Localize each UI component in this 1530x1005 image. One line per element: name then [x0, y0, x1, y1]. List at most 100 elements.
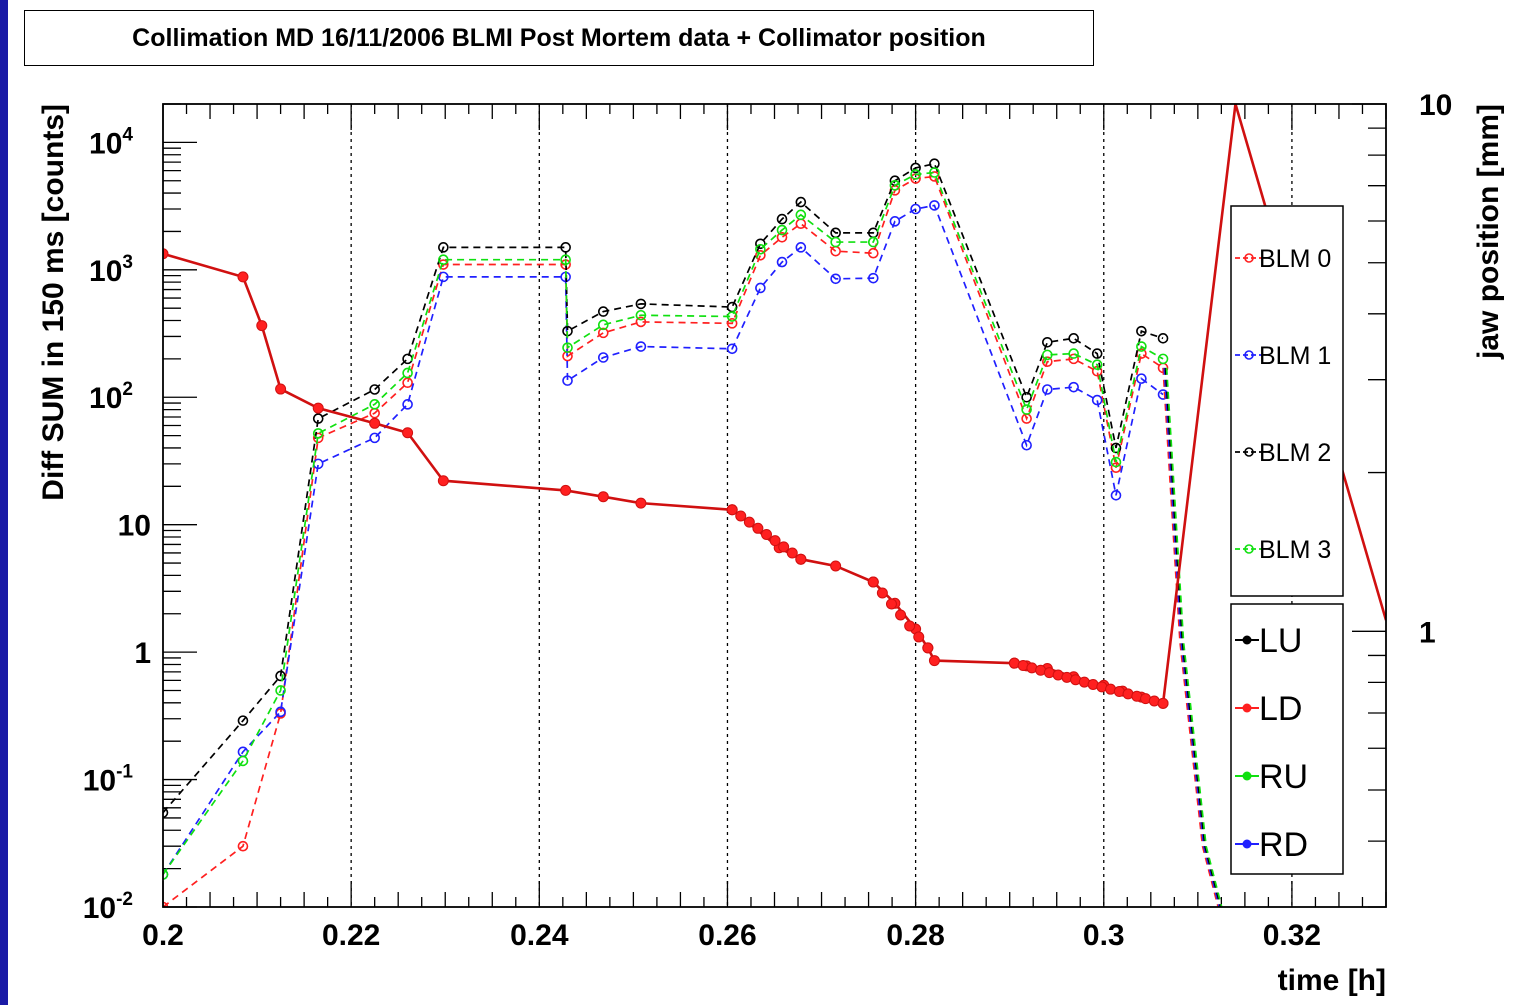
series-drop-line [1164, 367, 1222, 907]
data-point [562, 375, 573, 386]
x-tick-label: 0.28 [886, 919, 944, 952]
data-point [1110, 442, 1122, 454]
y-tick-label: 103 [89, 252, 133, 288]
data-point [1136, 341, 1147, 352]
legend-marker [1244, 350, 1254, 360]
data-point [635, 309, 647, 321]
data-point [889, 216, 901, 227]
series-drop-line [1165, 367, 1223, 907]
data-point [1136, 373, 1147, 384]
legend-label: LD [1259, 690, 1302, 728]
jaw-point [895, 609, 907, 621]
x-tick-label: 0.26 [698, 919, 756, 952]
jaw-point [369, 417, 381, 429]
data-point [163, 869, 169, 880]
data-point [237, 755, 249, 767]
plot-area [163, 104, 1386, 907]
data-point [1136, 325, 1147, 337]
data-point [795, 242, 807, 253]
series-drop-line [1162, 367, 1220, 907]
jaw-point [778, 541, 790, 553]
x-axis-label: time [h] [1278, 964, 1386, 997]
chart-title: Collimation MD 16/11/2006 BLMI Post Mort… [24, 10, 1094, 66]
chart-svg: 0.2 0.22 0.24 0.26 0.28 0.3 0.32 10-2 10-1 1 10 102… [37, 89, 1505, 997]
data-point [1042, 336, 1053, 348]
data-point [438, 259, 449, 270]
data-point [635, 316, 647, 328]
x-tick-label: 0.22 [322, 919, 380, 952]
data-point [402, 367, 413, 379]
legend-label: BLM 2 [1259, 439, 1331, 467]
legend-marker [1242, 703, 1252, 713]
y-tick-label: 1 [134, 637, 151, 670]
data-point [776, 231, 788, 243]
jaw-point [830, 560, 842, 572]
jaw-point [876, 587, 888, 599]
data-point [726, 318, 738, 329]
data-point [1042, 384, 1053, 395]
data-point [597, 352, 609, 363]
jaw-point [885, 598, 897, 610]
data-point [1021, 439, 1032, 451]
data-point [597, 327, 609, 339]
jaw-point [761, 528, 773, 540]
data-point [795, 218, 807, 230]
legend-label: RU [1259, 758, 1308, 796]
data-point [1157, 353, 1169, 365]
data-point [1021, 404, 1032, 415]
data-point [369, 384, 380, 395]
data-point [776, 256, 788, 268]
jaw-point [275, 383, 287, 395]
data-point [163, 807, 169, 818]
data-point [312, 413, 324, 424]
data-point [910, 203, 921, 215]
legend-jaw-box [1230, 603, 1344, 875]
legend-marker [1242, 771, 1252, 781]
data-point [237, 840, 249, 852]
jaw-point [795, 553, 807, 565]
data-point [438, 254, 449, 266]
data-point [402, 399, 413, 410]
jaw-point [1157, 697, 1169, 709]
y-tick-label: 10-2 [83, 889, 133, 925]
jaw-point [922, 642, 934, 654]
jaw-point [752, 522, 764, 534]
data-point [275, 685, 286, 696]
data-point [597, 306, 609, 317]
jaw-point [237, 271, 249, 283]
data-point [1042, 349, 1053, 361]
data-point [562, 342, 573, 353]
data-point [635, 298, 647, 310]
jaw-point [256, 320, 268, 332]
data-point [369, 432, 380, 444]
data-point [597, 319, 609, 331]
y2-tick-label: 1 [1419, 616, 1436, 649]
jaw-point [163, 248, 169, 260]
legend-marker [1244, 253, 1254, 263]
legend-label: BLM 3 [1259, 536, 1331, 564]
jaw-point [769, 535, 781, 547]
data-point [867, 272, 879, 284]
data-point [1110, 462, 1122, 473]
data-point [1091, 348, 1103, 359]
data-point [776, 224, 788, 236]
legend-marker [1242, 635, 1252, 645]
legend-label: BLM 0 [1259, 245, 1331, 273]
x-tick-label: 0.32 [1263, 919, 1321, 952]
series-line-blm-2 [163, 162, 1164, 814]
data-point [929, 171, 940, 182]
y-tick-label: 104 [89, 124, 133, 160]
data-point [929, 167, 940, 178]
data-point [1021, 391, 1032, 403]
y2-axis-label: jaw position [mm] [1472, 104, 1505, 360]
data-point [910, 169, 921, 180]
data-point [402, 353, 413, 365]
data-point [438, 242, 449, 253]
data-point [929, 158, 940, 170]
data-point [830, 273, 841, 285]
jaw-point [904, 620, 916, 632]
chart-canvas: Collimation MD 16/11/2006 BLMI Post Mort… [8, 0, 1530, 1005]
x-tick-label: 0.3 [1083, 919, 1125, 952]
data-point [560, 242, 571, 253]
data-point [755, 249, 766, 261]
